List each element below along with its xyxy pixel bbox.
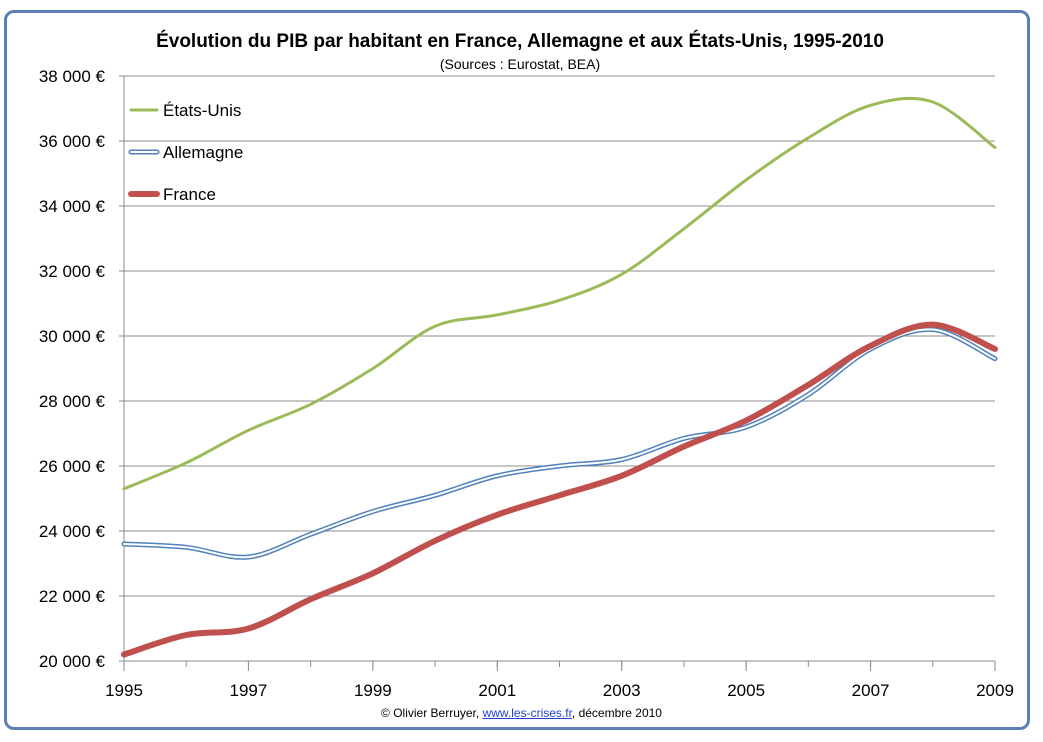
x-tick-label: 2003	[603, 681, 641, 700]
y-tick-label: 26 000 €	[39, 457, 106, 476]
series-line--tats-unis	[122, 96, 997, 491]
series-line-allemagne	[121, 326, 998, 560]
series-lines	[121, 96, 998, 658]
y-tick-label: 34 000 €	[39, 197, 106, 216]
y-tick-label: 32 000 €	[39, 262, 106, 281]
y-axis: 20 000 € 22 000 € 24 000 € 26 000 € 28 000 €…	[39, 67, 124, 671]
y-tick-label: 24 000 €	[39, 522, 106, 541]
x-tick-label: 1999	[354, 681, 392, 700]
x-tick-label: 1995	[105, 681, 143, 700]
series-line-france	[121, 321, 998, 658]
footer-link[interactable]: www.les-crises.fr	[482, 706, 572, 720]
x-tick-label: 2005	[727, 681, 765, 700]
y-tick-label: 22 000 €	[39, 587, 106, 606]
x-tick-label: 1997	[230, 681, 268, 700]
x-tick-label: 2001	[478, 681, 516, 700]
y-tick-label: 38 000 €	[39, 67, 106, 86]
series-line-allemagne-inner	[123, 328, 996, 559]
chart-title: Évolution du PIB par habitant en France,…	[156, 30, 884, 52]
y-tick-label: 20 000 €	[39, 652, 106, 671]
chart-frame	[4, 10, 1030, 730]
x-tick-label: 2009	[976, 681, 1014, 700]
legend-label: France	[163, 185, 216, 204]
chart-subtitle: (Sources : Eurostat, BEA)	[440, 56, 600, 72]
footer-credit: © Olivier Berruyer, www.les-crises.fr, d…	[0, 706, 1043, 720]
y-tick-label: 30 000 €	[39, 327, 106, 346]
grid	[123, 75, 995, 662]
y-tick-label: 36 000 €	[39, 132, 106, 151]
legend-label: États-Unis	[163, 101, 241, 120]
x-tick-label: 2007	[852, 681, 890, 700]
footer-suffix: , décembre 2010	[571, 706, 662, 720]
legend: États-Unis Allemagne France	[128, 101, 243, 204]
x-axis: 1995 1997 1999 2001 2003 2005 2007 2009	[105, 661, 1014, 700]
legend-label: Allemagne	[163, 143, 243, 162]
footer-prefix: © Olivier Berruyer,	[381, 706, 483, 720]
y-tick-label: 28 000 €	[39, 392, 106, 411]
